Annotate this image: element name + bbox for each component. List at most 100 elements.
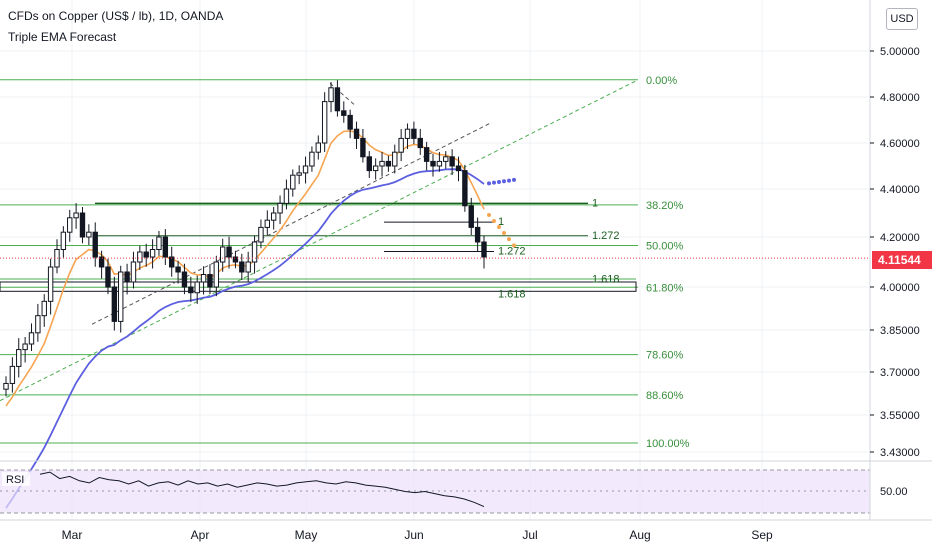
ext-label-b: 1.272: [592, 230, 620, 242]
candle-body-6: [41, 300, 47, 317]
last-price-label: 4.11544: [872, 251, 932, 269]
candle-body-14: [92, 231, 98, 258]
price-tick-3: 4.40000: [880, 184, 920, 196]
ema-fast-forecast-2: [492, 219, 496, 224]
ema-fast-forecast-3: [497, 225, 501, 230]
candle-body-17: [111, 286, 118, 322]
candle-body-21: [137, 251, 143, 263]
candles: [3, 80, 487, 397]
price-tick-9: 3.43000: [880, 447, 920, 459]
fib-label-2: 50.00%: [646, 241, 684, 253]
ext-label-d: 1: [498, 216, 504, 228]
candle-body-31: [200, 274, 207, 283]
ema-fast-forecast-1: [487, 213, 491, 218]
candle-body-2: [16, 349, 22, 367]
candle-body-25: [162, 236, 169, 258]
candle-body-28: [181, 271, 188, 288]
candle-body-22: [143, 251, 149, 258]
candle-body-65: [417, 137, 423, 149]
candle-body-58: [372, 165, 379, 172]
price-tick-5: 4.00000: [880, 282, 920, 294]
candle-body-16: [105, 266, 111, 288]
candle-body-44: [283, 188, 290, 204]
candle-body-55: [353, 128, 360, 139]
grid-layer: [0, 0, 870, 520]
price-tick-2: 4.60000: [880, 138, 920, 150]
candle-body-61: [392, 151, 398, 167]
candle-body-75: [481, 241, 487, 258]
candle-body-72: [462, 170, 468, 207]
price-tick-8: 3.55000: [880, 410, 920, 422]
candle-body-54: [347, 114, 353, 130]
candle-body-29: [188, 286, 194, 294]
candle-body-11: [73, 212, 79, 219]
ema-fast-forecast-6: [512, 243, 516, 248]
candle-body-18: [118, 271, 124, 322]
candle-body-26: [169, 256, 175, 268]
ema-fast-forecast-5: [507, 237, 511, 242]
ema-slow-forecast-1: [487, 181, 491, 186]
candle-body-3: [22, 343, 28, 351]
candle-body-46: [296, 172, 302, 176]
ext-label-c: 1.618: [592, 274, 620, 286]
candle-body-59: [379, 160, 385, 167]
ema-fast-forecast-4: [502, 231, 506, 236]
price-tick-1: 4.80000: [880, 92, 920, 104]
candle-body-57: [366, 156, 372, 172]
candle-body-33: [213, 261, 220, 288]
candle-body-42: [270, 212, 277, 221]
fib-label-6: 100.00%: [646, 438, 690, 450]
fib-label-0: 0.00%: [646, 75, 677, 87]
fib-label-5: 88.60%: [646, 390, 684, 402]
candle-body-12: [79, 212, 86, 238]
fib-label-1: 38.20%: [646, 200, 684, 212]
candle-body-7: [47, 266, 54, 302]
ema-lines: [5, 130, 516, 509]
time-label-4: Jul: [522, 528, 537, 542]
candle-body-13: [86, 231, 92, 238]
candle-body-36: [232, 256, 239, 263]
candle-body-23: [149, 249, 156, 258]
rsi-tick: 50.00: [880, 486, 908, 498]
fib-label-4: 78.60%: [646, 350, 684, 362]
candle-body-71: [455, 165, 462, 172]
ema-slow-forecast-2: [492, 180, 496, 185]
time-label-3: Jun: [404, 528, 423, 542]
time-label-2: May: [295, 528, 318, 542]
fib-retracement[interactable]: 0.00% 38.20% 50.00% 61.80% 78.60% 88.60% 100.0…: [0, 75, 690, 450]
candle-body-69: [443, 156, 449, 162]
channel-top-seg: [329, 82, 357, 107]
candle-body-63: [404, 128, 411, 139]
candle-body-5: [35, 315, 41, 334]
rsi-line: [39, 471, 485, 508]
price-tick-6: 3.85000: [880, 325, 920, 337]
candle-body-62: [398, 137, 404, 153]
candle-body-20: [130, 261, 137, 283]
ema-slow-forecast-6: [512, 177, 516, 182]
candle-body-40: [258, 226, 264, 243]
ext-label-f: 1.618: [498, 288, 526, 300]
candle-body-4: [28, 332, 35, 345]
candle-body-10: [67, 217, 73, 233]
rsi-pane[interactable]: RSI 50.00: [0, 460, 932, 514]
price-tick-4: 4.20000: [880, 232, 920, 244]
time-label-6: Sep: [751, 528, 773, 542]
candle-body-64: [411, 128, 417, 139]
candle-body-0: [3, 382, 9, 390]
candle-body-70: [449, 156, 455, 167]
candle-body-38: [245, 261, 251, 273]
candle-body-67: [430, 160, 436, 167]
candle-body-39: [251, 241, 258, 263]
candle-body-8: [54, 249, 60, 268]
candle-body-48: [309, 151, 315, 167]
ema-slow-line: [5, 168, 485, 509]
ema-slow-forecast-3: [497, 179, 501, 184]
candle-body-32: [207, 274, 213, 288]
ema-fast-line: [5, 130, 485, 407]
ext-label-e: 1.272: [498, 246, 526, 258]
candle-body-35: [226, 246, 232, 258]
currency-button[interactable]: USD: [886, 8, 918, 30]
